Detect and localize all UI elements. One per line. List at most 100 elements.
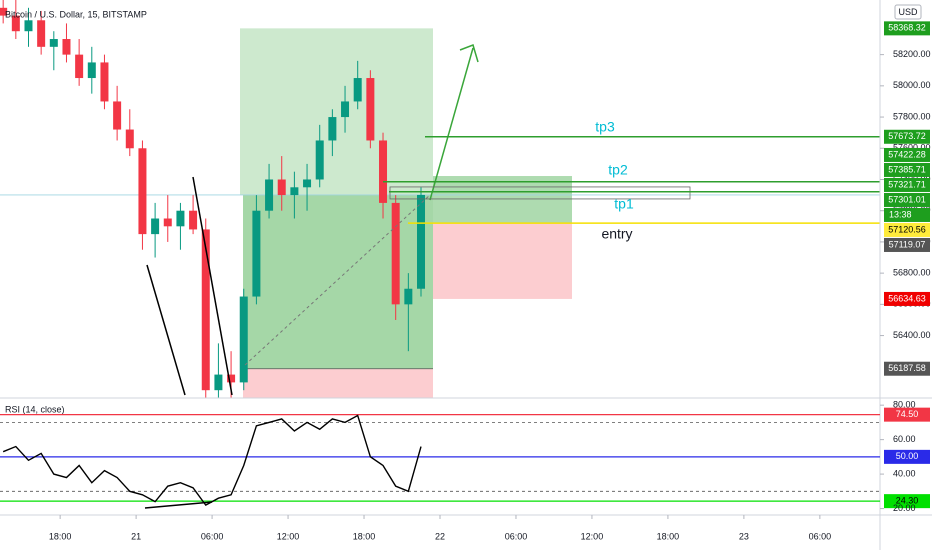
candle-body: [11, 15, 20, 32]
rsi-tick-label: 40.00: [893, 468, 916, 478]
rsi-line: [2, 414, 422, 507]
price-tag-label: 57120.56: [888, 224, 926, 234]
rsi-tick-label: 60.00: [893, 434, 916, 444]
candle-body: [214, 374, 223, 391]
countdown: 13:38: [889, 209, 912, 219]
price-tag: [884, 237, 930, 252]
price-tag-label: 58368.32: [888, 23, 926, 33]
candle-body: [404, 288, 413, 305]
candle-body: [100, 62, 109, 102]
price-tag: [884, 192, 930, 207]
price-pane: [0, 0, 880, 398]
price-tag: [884, 21, 930, 36]
y-tick-label: 58000.00: [893, 80, 931, 90]
arrow: [429, 47, 474, 201]
candle-body: [87, 62, 96, 79]
arrow-head: [459, 44, 479, 63]
x-tick-label: 18:00: [657, 531, 680, 541]
y-tick-label: 56800.00: [893, 268, 931, 278]
candle-body: [290, 187, 299, 196]
candle-body: [252, 210, 261, 297]
rsi-tag-label: 74.50: [896, 409, 919, 419]
candle-body: [227, 374, 236, 383]
candle-body: [341, 101, 350, 118]
rsi-tag: [884, 407, 930, 422]
price-tag-label: 57119.07: [889, 239, 926, 249]
profit-zone: [240, 28, 433, 195]
candle-body: [62, 39, 71, 55]
price-tag-label: 57385.71: [888, 164, 926, 174]
candle-body: [201, 229, 210, 391]
rsi-tag: [884, 494, 930, 509]
x-tick-label: 12:00: [581, 531, 604, 541]
rsi-tag: [884, 449, 930, 464]
trend-line: [146, 264, 186, 396]
rsi-tick-label: 20.00: [893, 503, 916, 513]
price-tag-label: 56187.58: [888, 363, 926, 373]
annotation-label: tp3: [595, 119, 615, 135]
loss-zone: [243, 368, 433, 398]
candle-body: [265, 179, 274, 211]
price-tag-label: 57301.01: [888, 194, 926, 204]
candle-body: [189, 210, 198, 230]
candle-body: [379, 140, 388, 203]
candle-body: [366, 78, 375, 141]
y-tick-label: 56400.00: [893, 330, 931, 340]
price-tag-label: 57321.71: [888, 179, 926, 189]
price-tag: [884, 361, 930, 376]
candle-body: [37, 20, 46, 47]
x-tick-label: 21: [131, 531, 141, 541]
x-tick-label: 22: [435, 531, 445, 541]
candle-body: [24, 20, 33, 32]
candle-body: [49, 39, 58, 47]
x-tick-label: 18:00: [49, 531, 72, 541]
candle-body: [239, 296, 248, 383]
price-tag: [884, 162, 930, 177]
y-tick-label: 57800.00: [893, 111, 931, 121]
symbol-title: Bitcoin / U.S. Dollar, 15, BITSTAMP: [5, 9, 147, 19]
candle-body: [176, 210, 185, 227]
price-tag: [884, 147, 930, 162]
currency-box: [894, 4, 922, 20]
candle-body: [151, 218, 160, 235]
annotation-label: tp2: [608, 162, 628, 178]
candle-body: [113, 101, 122, 130]
candle-body: [163, 218, 172, 227]
x-tick-label: 06:00: [201, 531, 224, 541]
candle-body: [125, 129, 134, 149]
x-tick-label: 18:00: [353, 531, 376, 541]
price-tag-label: 57673.72: [888, 131, 926, 141]
annotation-label: entry: [601, 226, 632, 242]
drawings: tp3 tp2 tp1 entry: [0, 0, 880, 398]
candle-body: [353, 78, 362, 102]
candle-body: [138, 148, 147, 235]
price-tag-label: 57422.28: [888, 149, 926, 159]
candle-body: [328, 117, 337, 141]
candle-body: [303, 179, 312, 188]
price-tag: [884, 129, 930, 144]
loss-zone: [433, 223, 572, 299]
price-tag: [884, 177, 930, 192]
x-tick-label: 23: [739, 531, 749, 541]
y-tick-label: 58200.00: [893, 49, 931, 59]
candle-body: [391, 202, 400, 305]
annotation-label: tp1: [614, 196, 634, 212]
candle-body: [277, 179, 286, 196]
trend-line: [192, 176, 233, 396]
price-tag: [884, 222, 930, 237]
x-tick-label: 06:00: [809, 531, 832, 541]
profit-zone: [433, 176, 572, 224]
level-box: [389, 186, 691, 200]
rsi-trend-line: [144, 501, 213, 509]
y-tick-label: 57600.00: [893, 143, 931, 153]
price-tag: [884, 291, 930, 306]
rsi-tag-label: 24.30: [896, 496, 919, 506]
x-tick-label: 12:00: [277, 531, 300, 541]
currency: USD: [898, 7, 918, 17]
profit-zone: [243, 194, 433, 369]
rsi-title: RSI (14, close): [5, 404, 65, 414]
candle-body: [75, 54, 84, 79]
candle-body: [315, 140, 324, 180]
countdown-tag: [884, 207, 930, 222]
